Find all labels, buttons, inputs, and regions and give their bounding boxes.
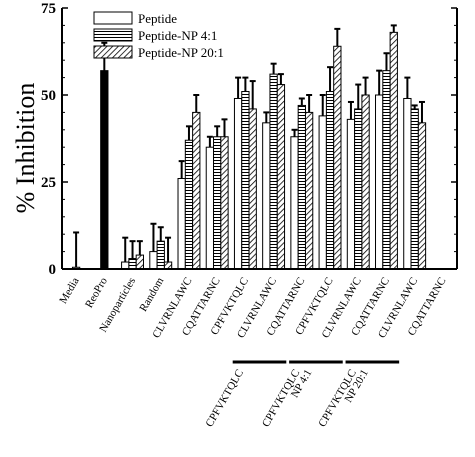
bar: [192, 111, 201, 270]
bar: [233, 97, 243, 270]
bar: [205, 146, 215, 270]
bar: [304, 111, 314, 270]
bar: [382, 70, 391, 270]
group-label: CPFVKTQLC: [204, 368, 246, 430]
legend-swatch: [93, 28, 133, 42]
bar: [297, 104, 306, 270]
y-tick-label: 50: [41, 88, 56, 104]
legend-label: Peptide-NP 4:1: [138, 28, 217, 43]
bar: [156, 240, 165, 270]
bar: [333, 45, 342, 270]
bar: [220, 136, 229, 270]
error-bars: [73, 24, 425, 268]
bar: [389, 31, 398, 270]
bar: [276, 84, 286, 270]
bar: [177, 178, 186, 270]
category-label: Random: [137, 275, 166, 314]
bar: [346, 118, 356, 270]
y-tick-label: 0: [49, 262, 57, 278]
bar: [128, 258, 137, 270]
legend-swatch: [93, 45, 133, 59]
bar: [184, 139, 194, 270]
legend-label: Peptide-NP 20:1: [138, 45, 224, 60]
category-label: Media: [57, 275, 82, 305]
bar: [403, 97, 412, 270]
bar: [417, 122, 427, 270]
legend-swatch: [93, 11, 133, 25]
bar: [262, 122, 271, 270]
y-tick-label: 25: [41, 175, 56, 191]
bar: [163, 261, 173, 270]
y-tick-marks: [62, 7, 457, 270]
bar: [410, 108, 419, 270]
y-tick-labels: 0 25 50 75: [41, 1, 56, 278]
bar: [149, 251, 158, 270]
bar: [290, 136, 299, 270]
bar: [354, 108, 363, 270]
bar: [375, 94, 384, 270]
bar: [121, 261, 130, 270]
y-tick-label: 75: [41, 1, 56, 17]
legend: Peptide Peptide-NP 4:1 Peptide-NP 20:1: [93, 11, 224, 60]
bar: [213, 136, 222, 270]
bar: [100, 70, 109, 270]
bar: [361, 94, 370, 270]
bar: [241, 91, 250, 270]
bar: [135, 254, 144, 270]
bar: [325, 91, 335, 270]
bar: [318, 115, 327, 270]
legend-label: Peptide: [138, 11, 177, 26]
bar: [269, 73, 278, 270]
bars: [71, 31, 427, 270]
y-axis-label: % Inhibition: [11, 83, 40, 214]
category-label: ReoPro: [83, 275, 110, 310]
bar: [248, 108, 257, 270]
